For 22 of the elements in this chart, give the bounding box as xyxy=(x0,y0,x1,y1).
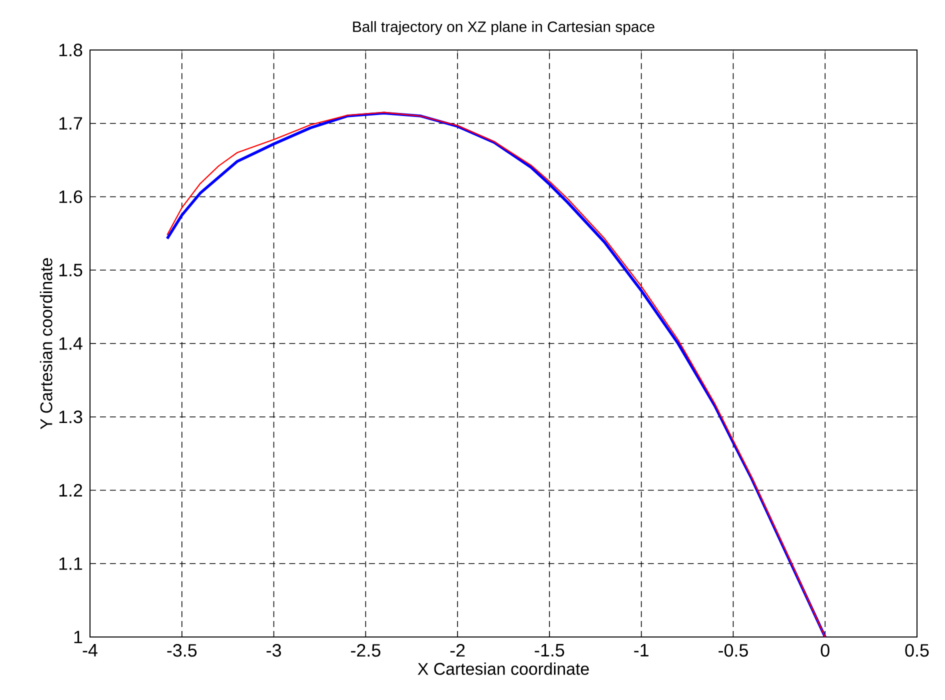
y-axis-title: Y Cartesian coordinate xyxy=(40,258,52,430)
x-tick-label: 0 xyxy=(820,644,830,657)
y-tick-label: 1.5 xyxy=(59,264,82,276)
x-axis-title: X Cartesian coordinate xyxy=(418,662,589,675)
x-tick-label: -3 xyxy=(266,644,281,657)
x-tick-label: -2 xyxy=(450,644,465,657)
y-tick-label: 1.3 xyxy=(59,410,82,424)
y-tick-label: 1.4 xyxy=(59,337,82,350)
x-tick-label: 0.5 xyxy=(905,644,929,657)
y-tick-label: 1.2 xyxy=(59,484,82,497)
x-tick-label: -1 xyxy=(634,644,648,656)
y-tick-label: 1.1 xyxy=(59,557,82,570)
x-tick-label: -2.5 xyxy=(351,644,380,657)
x-tick-label: -4 xyxy=(82,644,98,656)
chart-title: Ball trajectory on XZ plane in Cartesian space xyxy=(353,21,654,35)
x-tick-label: -3.5 xyxy=(167,644,197,657)
y-tick-label: 1.6 xyxy=(59,190,82,204)
x-tick-label: -0.5 xyxy=(718,644,748,657)
y-tick-label: 1.7 xyxy=(59,117,82,130)
y-tick-label: 1.8 xyxy=(59,44,82,56)
x-tick-label: -1.5 xyxy=(534,644,564,657)
y-tick-label: 1 xyxy=(74,630,82,644)
